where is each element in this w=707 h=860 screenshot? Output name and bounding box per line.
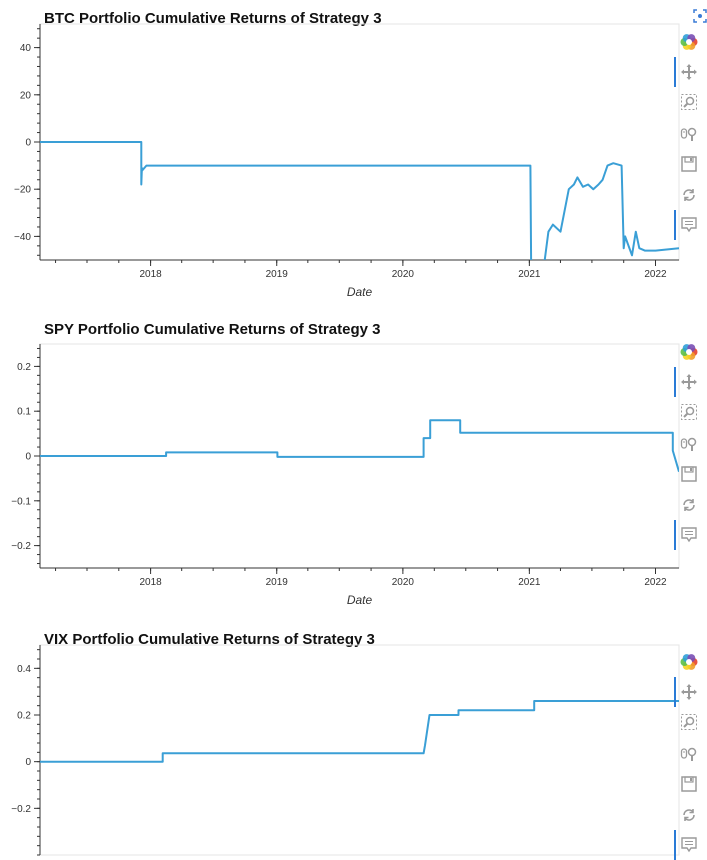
pan-icon[interactable] [677,60,701,84]
x-axis-label: Date [347,593,373,607]
vix-plot[interactable]: 0.4 0.2 0 −0.2 [0,610,707,856]
save-icon[interactable] [677,152,701,176]
wheel-zoom-icon[interactable] [677,122,701,146]
x-tick-label: 2019 [266,577,289,588]
x-axis-label: Date [347,285,373,299]
y-tick-label: 0 [25,757,31,768]
y-tick-label: 20 [20,90,32,101]
hover-icon[interactable] [677,523,701,547]
wheel-zoom-icon[interactable] [677,742,701,766]
pan-icon[interactable] [677,680,701,704]
bokeh-logo-icon[interactable] [677,340,701,364]
x-tick-label: 2021 [518,577,541,588]
save-icon[interactable] [677,462,701,486]
x-tick-label: 2018 [139,577,162,588]
y-tick-label: 0 [25,452,31,463]
spy-plot[interactable]: 0.2 0.1 0 −0.1 −0.2 2018 2019 2020 2021 2022 Date [0,310,707,610]
x-tick-label: 2020 [392,269,415,280]
series-line [40,700,679,763]
x-tick-label: 2021 [518,269,541,280]
chart-title: VIX Portfolio Cumulative Returns of Stra… [44,631,375,648]
y-tick-label: −0.2 [11,804,31,815]
box-zoom-icon[interactable] [677,400,701,424]
series-line [40,141,679,260]
hover-icon[interactable] [677,833,701,857]
series-line [40,419,679,472]
x-tick-label: 2022 [644,577,667,588]
active-tool-indicator [674,830,676,860]
pan-icon[interactable] [677,370,701,394]
y-tick-label: 0.1 [17,407,31,418]
box-zoom-icon[interactable] [677,90,701,114]
hover-icon[interactable] [677,213,701,237]
x-tick-label: 2018 [139,269,162,280]
bokeh-logo-icon[interactable] [677,30,701,54]
x-tick-label: 2019 [266,269,289,280]
bokeh-logo-icon[interactable] [677,650,701,674]
chart-title: SPY Portfolio Cumulative Returns of Stra… [44,321,381,338]
box-zoom-icon[interactable] [677,710,701,734]
y-tick-label: 0.2 [17,711,31,722]
reset-icon[interactable] [677,803,701,827]
y-tick-label: −40 [14,232,31,243]
active-tool-indicator [674,367,676,397]
y-tick-label: 0.2 [17,362,31,373]
active-tool-indicator [674,210,676,240]
chart-title: BTC Portfolio Cumulative Returns of Stra… [44,10,382,27]
y-tick-label: 40 [20,43,32,54]
active-tool-indicator [674,57,676,87]
btc-plot[interactable]: 40 20 0 −20 −40 2018 2019 2020 2021 2022 Date [0,0,707,310]
plot-frame [39,644,680,856]
save-icon[interactable] [677,772,701,796]
y-tick-label: 0 [25,138,31,149]
reset-icon[interactable] [677,493,701,517]
x-tick-label: 2022 [644,269,667,280]
active-tool-indicator [674,677,676,707]
y-tick-label: −20 [14,185,31,196]
reset-icon[interactable] [677,183,701,207]
active-tool-indicator [674,520,676,550]
y-tick-label: 0.4 [17,664,31,675]
y-tick-label: −0.2 [11,541,31,552]
x-tick-label: 2020 [392,577,415,588]
crosshair-icon[interactable] [692,8,707,24]
wheel-zoom-icon[interactable] [677,432,701,456]
y-tick-label: −0.1 [11,496,31,507]
